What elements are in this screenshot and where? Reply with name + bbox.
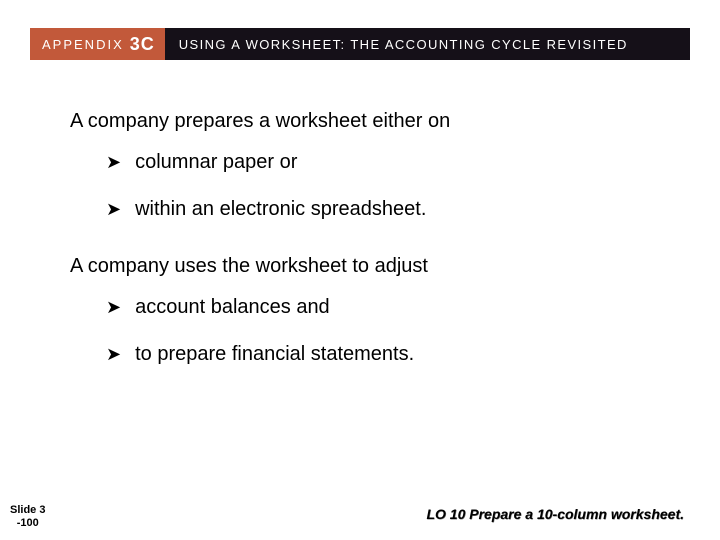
bullet-text: account balances and <box>135 296 330 319</box>
paragraph-1: A company prepares a worksheet either on <box>70 110 660 133</box>
bullet-icon: ➤ <box>106 153 121 171</box>
slide-container: APPENDIX 3C USING A WORKSHEET: THE ACCOU… <box>0 0 720 540</box>
appendix-number: 3C <box>130 34 155 55</box>
list-item: ➤ account balances and <box>106 296 660 319</box>
slide-title: USING A WORKSHEET: THE ACCOUNTING CYCLE … <box>165 28 690 60</box>
appendix-badge: APPENDIX 3C <box>30 28 165 60</box>
bullet-icon: ➤ <box>106 298 121 316</box>
bullet-icon: ➤ <box>106 200 121 218</box>
list-item: ➤ to prepare financial statements. <box>106 343 660 366</box>
bullet-text: to prepare financial statements. <box>135 343 414 366</box>
bullet-list-2: ➤ account balances and ➤ to prepare fina… <box>106 296 660 366</box>
slide-number-line2: -100 <box>10 517 45 530</box>
bullet-icon: ➤ <box>106 345 121 363</box>
bullet-text: columnar paper or <box>135 151 297 174</box>
slide-body: A company prepares a worksheet either on… <box>70 110 660 400</box>
list-item: ➤ within an electronic spreadsheet. <box>106 198 660 221</box>
bullet-list-1: ➤ columnar paper or ➤ within an electron… <box>106 151 660 221</box>
paragraph-2: A company uses the worksheet to adjust <box>70 255 660 278</box>
list-item: ➤ columnar paper or <box>106 151 660 174</box>
learning-objective: LO 10 Prepare a 10-column worksheet. <box>426 506 684 522</box>
appendix-label: APPENDIX <box>42 37 124 52</box>
slide-number: Slide 3 -100 <box>10 504 45 530</box>
bullet-text: within an electronic spreadsheet. <box>135 198 426 221</box>
header-bar: APPENDIX 3C USING A WORKSHEET: THE ACCOU… <box>30 28 690 60</box>
slide-number-line1: Slide 3 <box>10 504 45 517</box>
